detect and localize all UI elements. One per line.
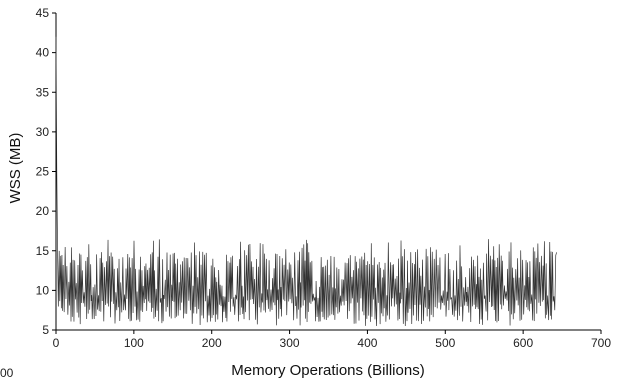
y-tick-label: 15	[36, 244, 50, 258]
stray-label: 00	[0, 366, 14, 380]
series-group	[55, 36, 557, 327]
x-tick-label: 400	[357, 336, 377, 350]
x-tick-label: 700	[591, 336, 611, 350]
y-tick-label: 45	[36, 6, 50, 20]
y-tick-label: 20	[36, 204, 50, 218]
x-axis-title: Memory Operations (Billions)	[231, 362, 424, 379]
y-tick-label: 5	[42, 323, 49, 337]
x-tick-label: 500	[435, 336, 455, 350]
y-tick-label: 10	[36, 283, 50, 297]
x-tick-label: 100	[124, 336, 144, 350]
x-axis: 0 100 200 300 400 500 600 700	[53, 329, 611, 350]
x-tick-label: 600	[513, 336, 533, 350]
y-axis: 5 10 15 20 25 30 35 40 45	[36, 6, 57, 337]
y-tick-label: 40	[36, 46, 50, 60]
x-tick-label: 200	[202, 336, 222, 350]
y-axis-title: WSS (MB)	[7, 133, 24, 204]
y-tick-label: 25	[36, 165, 50, 179]
y-tick-label: 30	[36, 125, 50, 139]
x-tick-label: 300	[280, 336, 300, 350]
wss-series-line	[55, 36, 557, 327]
y-tick-label: 35	[36, 85, 50, 99]
x-tick-label: 0	[53, 336, 60, 350]
